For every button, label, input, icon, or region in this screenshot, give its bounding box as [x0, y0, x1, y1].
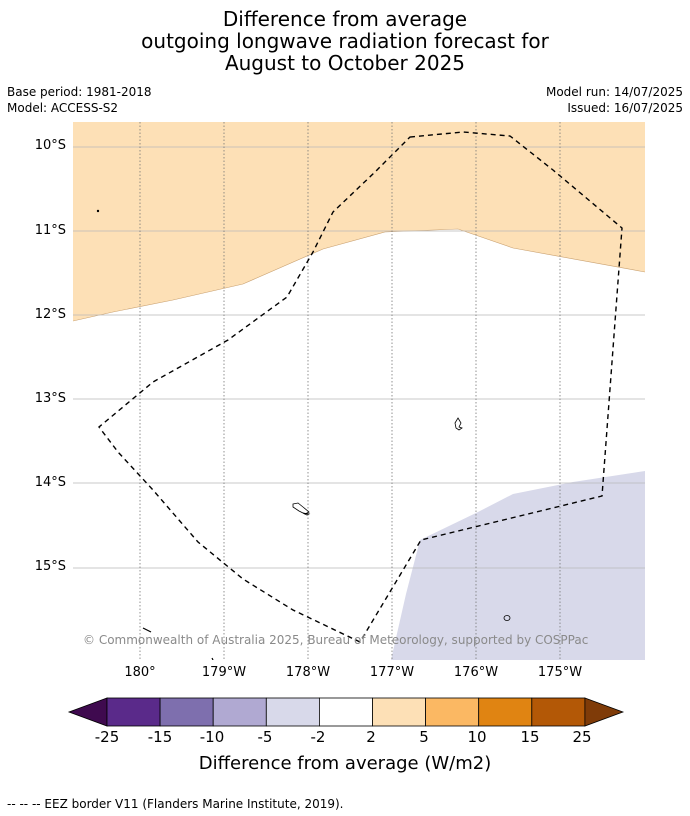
colorbar-swatch [531, 697, 586, 727]
colorbar-swatch [159, 697, 214, 727]
islands [96, 209, 511, 660]
island-6 [96, 209, 100, 213]
colorbar-swatch [425, 697, 480, 727]
longitude-gridlines [139, 122, 561, 660]
colorbar-swatch [265, 697, 320, 727]
lon-label-179w: 179°W [201, 665, 247, 680]
colorbar-swatches [67, 697, 625, 727]
base-period: Base period: 1981-2018 [7, 85, 152, 99]
colorbar-tick: 15 [520, 728, 540, 746]
anomaly-region-north [73, 122, 645, 321]
meta-right: Model run: 14/07/2025 Issued: 16/07/2025 [546, 84, 683, 116]
colorbar-tick: -15 [147, 728, 173, 746]
colorbar-tick: 10 [467, 728, 487, 746]
anomaly-region-north-edge [73, 228, 645, 322]
island-4 [503, 615, 511, 621]
lon-label-177w: 177°W [369, 665, 415, 680]
title-line-1: Difference from average [222, 7, 468, 31]
colorbar-title: Difference from average (W/m2) [198, 753, 492, 774]
lat-label-13s: 13°S [34, 391, 66, 406]
island-3 [302, 512, 311, 516]
colorbar-swatch [318, 697, 373, 727]
colorbar-tick: 5 [419, 728, 429, 746]
lon-label-178w: 178°W [285, 665, 331, 680]
colorbar-swatch [372, 697, 426, 727]
lon-label-175w: 175°W [537, 665, 583, 680]
anomaly-region-southeast [391, 471, 645, 660]
eez-border [98, 131, 623, 643]
colorbar-swatch [212, 697, 267, 727]
lat-label-14s: 14°S [34, 475, 66, 490]
latitude-gridlines [73, 146, 645, 569]
colorbar-tick: 25 [572, 728, 592, 746]
eez-footnote: -- -- -- EEZ border V11 (Flanders Marine… [7, 797, 344, 811]
island-2 [292, 502, 310, 515]
colorbar-arrow-high [584, 697, 625, 727]
chart-title: Difference from average outgoing longwav… [0, 8, 690, 74]
model-name: Model: ACCESS-S2 [7, 101, 119, 115]
lat-label-10s: 10°S [34, 138, 66, 153]
copyright-notice: © Commonwealth of Australia 2025, Bureau… [83, 633, 589, 647]
colorbar-tick: -10 [199, 728, 225, 746]
colorbar-tick: -2 [310, 728, 326, 746]
colorbar-swatch [106, 697, 161, 727]
island-7 [211, 657, 214, 660]
model-run: Model run: 14/07/2025 [545, 85, 683, 99]
title-line-3: August to October 2025 [224, 51, 466, 75]
lon-label-180: 180° [124, 665, 156, 680]
island-1 [454, 417, 463, 431]
colorbar-tick: -25 [94, 728, 120, 746]
lon-label-176w: 176°W [453, 665, 499, 680]
lat-label-11s: 11°S [34, 223, 66, 238]
map-panel [73, 122, 645, 660]
colorbar-swatch [478, 697, 533, 727]
issued-date: Issued: 16/07/2025 [567, 101, 683, 115]
colorbar-tick: -5 [257, 728, 273, 746]
island-5 [142, 627, 152, 633]
meta-left: Base period: 1981-2018 Model: ACCESS-S2 [7, 84, 152, 116]
lat-label-15s: 15°S [34, 559, 66, 574]
colorbar-tick: 2 [366, 728, 376, 746]
colorbar [67, 697, 625, 727]
title-line-2: outgoing longwave radiation forecast for [141, 29, 549, 53]
lat-label-12s: 12°S [34, 307, 66, 322]
colorbar-arrow-low [67, 697, 108, 727]
